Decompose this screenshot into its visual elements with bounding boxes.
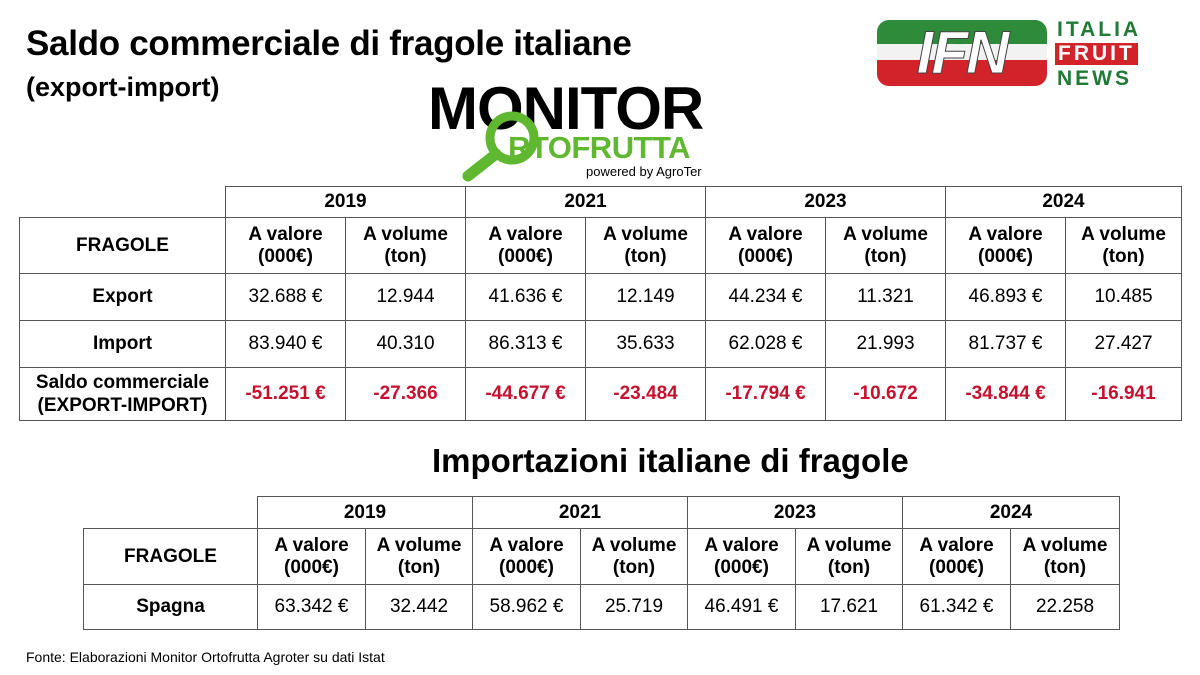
col-header-value: A valore (000€) <box>902 528 1011 585</box>
col-header-volume: A volume (ton) <box>365 528 473 585</box>
cell-value: 62.028 € <box>705 320 826 368</box>
col-header-value: A valore (000€) <box>472 528 581 585</box>
logo-word-monitor: MONITOR <box>428 75 704 142</box>
row-header-fragole: FRAGOLE <box>83 528 258 585</box>
cell-value: 46.491 € <box>687 584 796 630</box>
cell-value: 32.688 € <box>225 273 346 321</box>
col-header-volume: A volume (ton) <box>585 217 706 274</box>
year-header: 2021 <box>465 186 706 218</box>
col-header-value: A valore (000€) <box>705 217 826 274</box>
cell-volume-negative: -27.366 <box>345 367 466 421</box>
table-row-export: Export 32.688 € 12.944 41.636 € 12.149 4… <box>19 273 1182 321</box>
cell-value: 41.636 € <box>465 273 586 321</box>
cell-volume-negative: -10.672 <box>825 367 946 421</box>
cell-volume-negative: -16.941 <box>1065 367 1182 421</box>
corner-cell <box>19 186 226 218</box>
col-header-value: A valore (000€) <box>257 528 366 585</box>
corner-cell <box>83 496 258 529</box>
cell-value: 81.737 € <box>945 320 1066 368</box>
cell-volume: 11.321 <box>825 273 946 321</box>
cell-volume: 10.485 <box>1065 273 1182 321</box>
cell-volume: 35.633 <box>585 320 706 368</box>
col-header-value: A valore (000€) <box>687 528 796 585</box>
cell-volume: 21.993 <box>825 320 946 368</box>
col-header-volume: A volume (ton) <box>580 528 688 585</box>
col-header-volume: A volume (ton) <box>795 528 903 585</box>
col-header-value: A valore (000€) <box>945 217 1066 274</box>
year-header: 2019 <box>225 186 466 218</box>
logo-word-ortofrutta: RTOFRUTTA <box>508 130 691 165</box>
monitor-ortofrutta-logo: MONITOR RTOFRUTTA powered by AgroTer <box>428 75 773 182</box>
ifn-line-news: NEWS <box>1057 67 1132 90</box>
col-header-volume: A volume (ton) <box>825 217 946 274</box>
cell-volume: 17.621 <box>795 584 903 630</box>
row-label: Import <box>19 320 226 368</box>
cell-volume: 40.310 <box>345 320 466 368</box>
row-header-fragole: FRAGOLE <box>19 217 226 274</box>
cell-value-negative: -44.677 € <box>465 367 586 421</box>
cell-volume-negative: -23.484 <box>585 367 706 421</box>
page-title: Saldo commerciale di fragole italiane <box>26 24 632 63</box>
cell-volume: 27.427 <box>1065 320 1182 368</box>
cell-volume: 12.149 <box>585 273 706 321</box>
cell-volume: 22.258 <box>1010 584 1120 630</box>
col-header-value: A valore (000€) <box>465 217 586 274</box>
magnifier-o-icon <box>462 111 539 182</box>
section-heading-imports: Importazioni italiane di fragole <box>432 442 909 479</box>
row-label: Saldo commerciale (EXPORT-IMPORT) <box>19 367 226 421</box>
year-header: 2023 <box>687 496 903 529</box>
table-row-import: Import 83.940 € 40.310 86.313 € 35.633 6… <box>19 320 1182 368</box>
year-header: 2021 <box>472 496 688 529</box>
cell-volume: 12.944 <box>345 273 466 321</box>
col-header-volume: A volume (ton) <box>345 217 466 274</box>
cell-value: 63.342 € <box>257 584 366 630</box>
ifn-line-italia: ITALIA <box>1057 18 1142 41</box>
year-header: 2023 <box>705 186 946 218</box>
table-row-spagna: Spagna 63.342 € 32.442 58.962 € 25.719 4… <box>83 584 1120 630</box>
cell-value-negative: -34.844 € <box>945 367 1066 421</box>
col-header-volume: A volume (ton) <box>1010 528 1120 585</box>
cell-value: 58.962 € <box>472 584 581 630</box>
cell-value-negative: -17.794 € <box>705 367 826 421</box>
cell-value: 86.313 € <box>465 320 586 368</box>
cell-value: 61.342 € <box>902 584 1011 630</box>
row-label: Export <box>19 273 226 321</box>
year-header: 2019 <box>257 496 473 529</box>
table-row-saldo: Saldo commerciale (EXPORT-IMPORT) -51.25… <box>19 367 1182 421</box>
ifn-line-fruit: FRUIT <box>1055 43 1138 65</box>
year-header: 2024 <box>902 496 1120 529</box>
year-header: 2024 <box>945 186 1182 218</box>
page-subtitle: (export-import) <box>26 72 220 102</box>
imports-table: 2019 2021 2023 2024 FRAGOLE A valore (00… <box>83 496 1120 630</box>
source-note: Fonte: Elaborazioni Monitor Ortofrutta A… <box>26 649 385 665</box>
col-header-value: A valore (000€) <box>225 217 346 274</box>
col-header-volume: A volume (ton) <box>1065 217 1182 274</box>
row-label: Spagna <box>83 584 258 630</box>
ifn-logo: IFN ITALIA FRUIT NEWS <box>877 18 1167 92</box>
cell-value-negative: -51.251 € <box>225 367 346 421</box>
trade-balance-table: 2019 2021 2023 2024 FRAGOLE A valore (00… <box>19 186 1182 421</box>
logo-powered-by: powered by AgroTer <box>586 164 702 179</box>
cell-value: 83.940 € <box>225 320 346 368</box>
cell-volume: 25.719 <box>580 584 688 630</box>
cell-value: 46.893 € <box>945 273 1066 321</box>
cell-volume: 32.442 <box>365 584 473 630</box>
ifn-mark-text: IFN <box>916 20 1010 86</box>
cell-value: 44.234 € <box>705 273 826 321</box>
ifn-flag-mark: IFN <box>877 20 1047 86</box>
